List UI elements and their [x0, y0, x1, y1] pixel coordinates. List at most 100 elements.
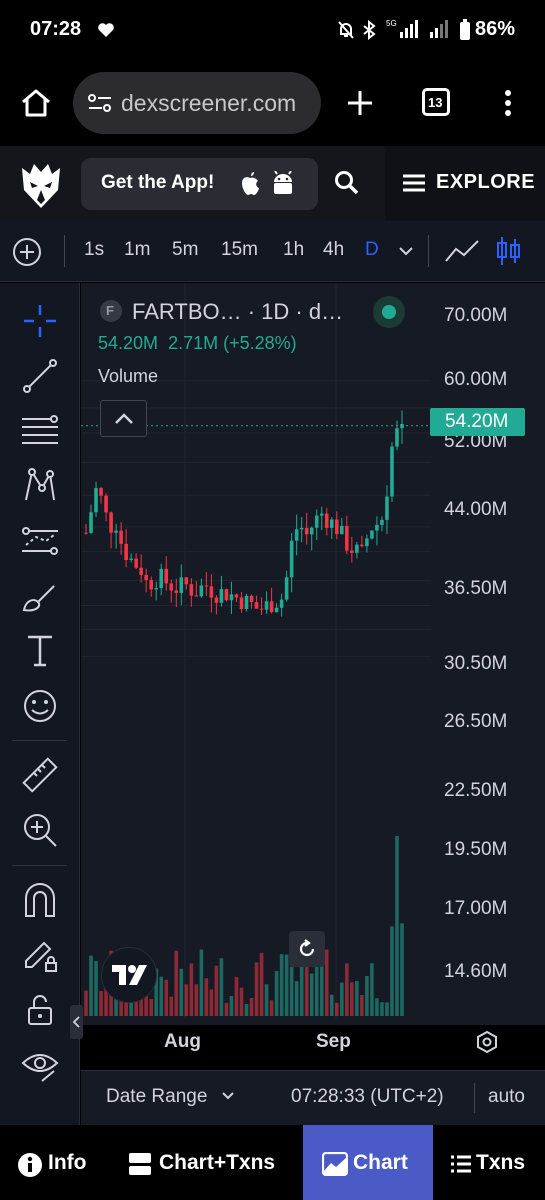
candle	[209, 586, 214, 598]
candle	[114, 530, 118, 533]
menu-dots-icon[interactable]	[503, 89, 513, 119]
chevron-down-icon[interactable]	[221, 1091, 235, 1101]
status-bar: 07:28 5G 86%	[0, 0, 545, 62]
candle	[169, 583, 174, 591]
candle	[259, 608, 264, 610]
date-range-dropdown[interactable]: Date Range	[106, 1086, 208, 1107]
ruler-icon[interactable]	[20, 755, 60, 795]
candle	[299, 527, 304, 530]
y-tick: 60.00M	[444, 369, 508, 390]
brush-icon[interactable]	[20, 576, 60, 616]
chevron-down-icon[interactable]	[398, 245, 414, 257]
volume-bar	[234, 977, 239, 1016]
nav-info-label: Info	[48, 1151, 87, 1174]
volume-bar	[164, 979, 169, 1016]
candle	[345, 525, 349, 551]
timeframe-1h[interactable]: 1h	[283, 239, 305, 260]
prediction-icon[interactable]	[20, 521, 60, 561]
tradingview-logo[interactable]	[101, 947, 157, 1003]
bottom-nav: Info Chart+Txns Chart Txns	[0, 1125, 545, 1200]
reset-chart-button[interactable]	[289, 931, 325, 967]
volume-bar	[139, 991, 143, 1016]
magnet-icon[interactable]	[20, 880, 60, 920]
timeframe-1m[interactable]: 1m	[124, 239, 151, 260]
legend-price: 54.20M	[98, 333, 159, 353]
signal-icon	[430, 20, 448, 38]
chart-clock[interactable]: 07:28:33 (UTC+2)	[291, 1086, 444, 1107]
candle	[109, 512, 113, 533]
tab-switcher-button[interactable]: 13	[422, 88, 450, 116]
x-tick: Sep	[316, 1031, 351, 1052]
candle	[279, 599, 284, 608]
explore-button[interactable]: EXPLORE	[385, 146, 545, 221]
trend-line-icon[interactable]	[20, 356, 60, 396]
timeframe-4h[interactable]: 4h	[323, 239, 345, 260]
pattern-icon[interactable]	[20, 466, 60, 506]
candle	[139, 567, 143, 576]
volume-bar	[304, 958, 309, 1016]
new-tab-icon[interactable]	[346, 89, 374, 117]
nav-chart-txns[interactable]: Chart+Txns	[108, 1125, 303, 1200]
last-price-label: 54.20M	[445, 411, 509, 432]
status-time: 07:28	[30, 18, 82, 40]
volume-bar	[174, 950, 179, 1016]
last-price-badge: 54.20M	[430, 408, 525, 436]
timeframe-1s[interactable]: 1s	[84, 239, 105, 260]
search-icon[interactable]	[334, 170, 360, 196]
timeframe-1d[interactable]: D	[365, 239, 379, 260]
dexscreener-logo-icon[interactable]	[20, 160, 62, 210]
zoom-in-icon[interactable]	[20, 810, 60, 850]
candle	[104, 495, 108, 513]
volume-bar	[229, 995, 234, 1016]
candle	[249, 595, 254, 603]
y-tick: 26.50M	[444, 711, 508, 732]
candle	[350, 550, 354, 553]
candle	[400, 424, 404, 429]
candle	[134, 558, 138, 568]
nav-chart[interactable]: Chart	[303, 1125, 433, 1200]
chart-pane[interactable]: F FARTBO… · 1D · d… 54.20M 2.71M (+5.28%…	[70, 283, 545, 1054]
chart-settings-icon[interactable]	[475, 1030, 499, 1054]
heart-icon	[98, 23, 114, 37]
fib-retracement-icon[interactable]	[20, 411, 60, 451]
volume-bar	[149, 999, 154, 1016]
get-app-label: Get the App!	[101, 172, 215, 193]
volume-bar	[239, 987, 244, 1016]
token-badge: F	[100, 300, 122, 322]
lock-drawings-icon[interactable]	[20, 935, 60, 975]
y-tick: 36.50M	[444, 578, 508, 599]
candle	[380, 519, 384, 525]
timeframe-15m[interactable]: 15m	[221, 239, 258, 260]
address-bar[interactable]: dexscreener.com	[73, 72, 321, 134]
candle	[294, 529, 299, 541]
candle-chart-type-icon[interactable]	[496, 235, 522, 267]
line-chart-type-icon[interactable]	[444, 237, 480, 265]
add-indicator-icon[interactable]	[12, 237, 42, 267]
volume-bar	[209, 989, 214, 1016]
volume-bar	[324, 949, 329, 1016]
nav-info[interactable]: Info	[0, 1125, 108, 1200]
volume-bar	[329, 994, 334, 1016]
text-tool-icon[interactable]	[20, 631, 60, 671]
home-icon[interactable]	[20, 88, 52, 118]
unlock-icon[interactable]	[20, 990, 60, 1030]
nav-chart-txns-label: Chart+Txns	[159, 1151, 276, 1174]
collapse-legend-button[interactable]	[100, 400, 147, 437]
site-settings-icon[interactable]	[87, 93, 113, 113]
volume-bar	[299, 953, 304, 1016]
auto-scale-toggle[interactable]: auto	[488, 1086, 525, 1107]
candle	[289, 540, 294, 578]
crosshair-icon[interactable]	[20, 301, 60, 341]
layout-icon	[129, 1153, 151, 1175]
market-status-indicator	[373, 296, 405, 328]
symbol-legend[interactable]: FARTBO… · 1D · d…	[132, 299, 344, 324]
nav-txns[interactable]: Txns	[433, 1125, 545, 1200]
emoji-icon[interactable]	[20, 686, 60, 726]
volume-bar	[314, 960, 319, 1016]
eye-icon[interactable]	[20, 1045, 60, 1085]
tab-count: 13	[428, 95, 443, 110]
timeframe-5m[interactable]: 5m	[172, 239, 199, 260]
collapse-toolbar-handle[interactable]	[70, 1005, 83, 1039]
get-app-button[interactable]: Get the App!	[81, 158, 318, 210]
volume-study-label[interactable]: Volume	[98, 366, 159, 386]
